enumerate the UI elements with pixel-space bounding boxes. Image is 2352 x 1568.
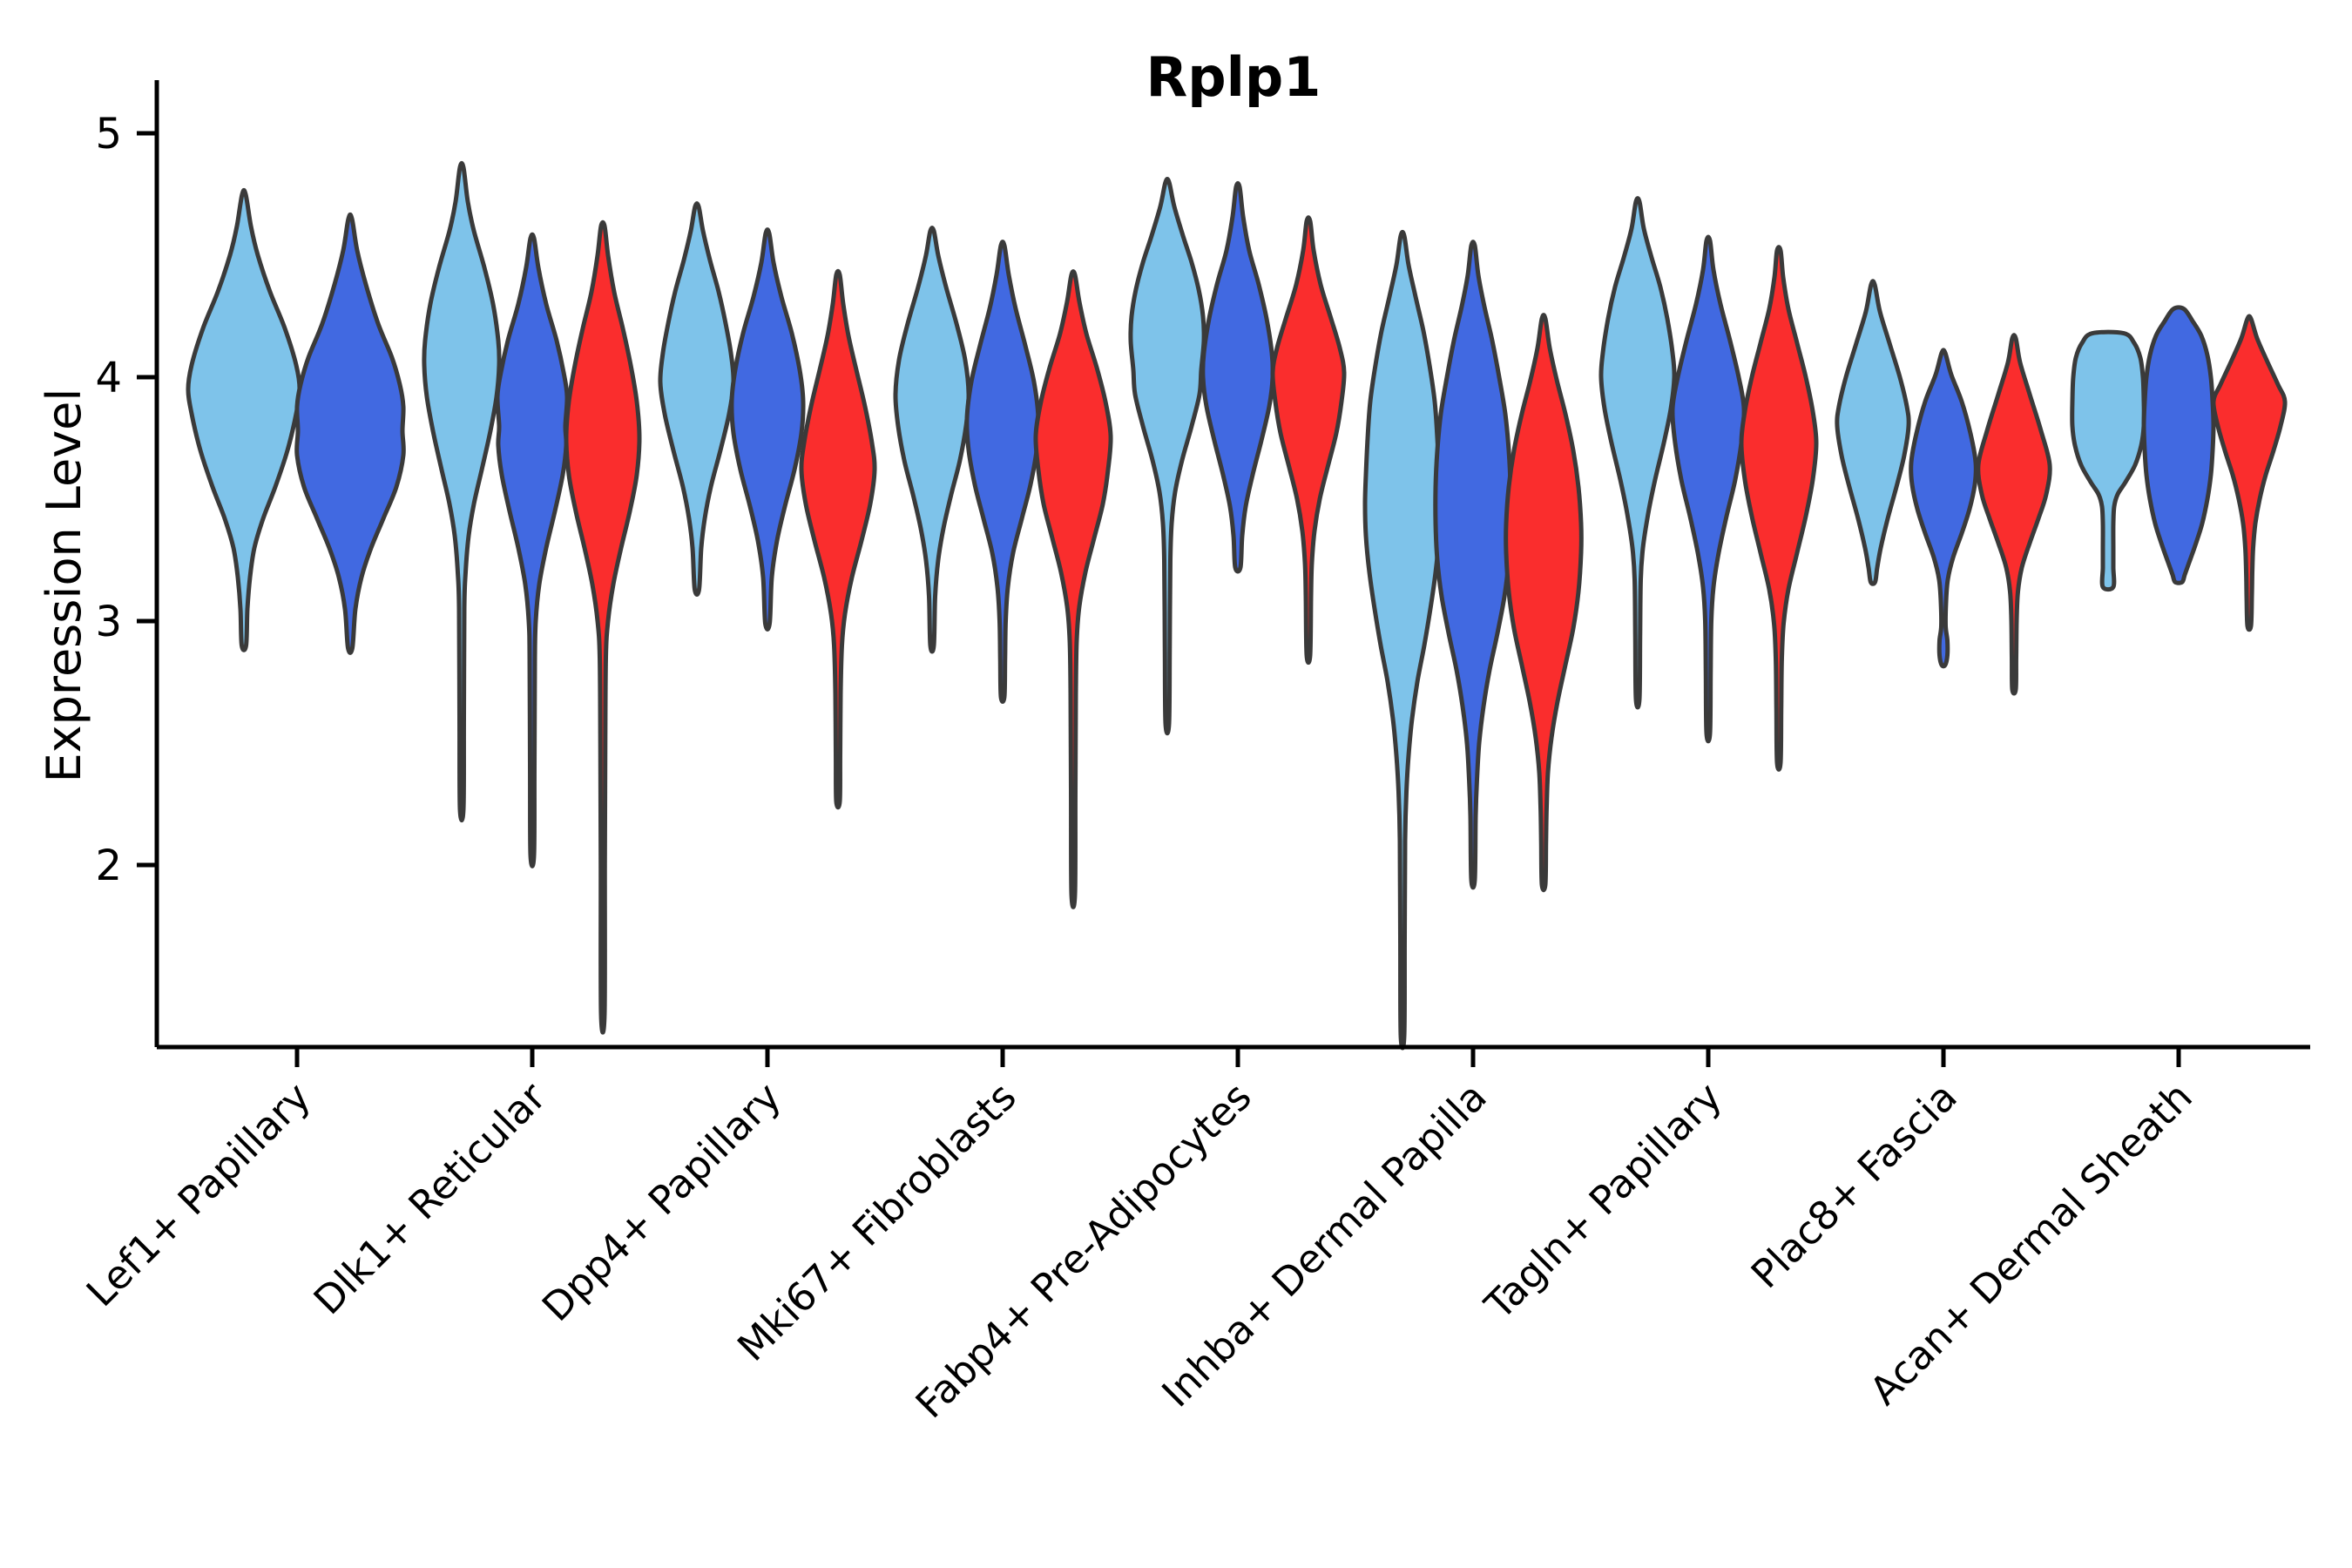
violin-fabp4-pre-adipocytes-group-1-skyblue <box>1128 176 1206 736</box>
violin-inhba-dermal-papilla-group-1-skyblue <box>1362 229 1443 1051</box>
violin-dpp4-papillary-group-3-red <box>799 268 877 810</box>
x-category-label-lef1-papillary: Lef1+ Papillary <box>78 1073 320 1315</box>
x-category-label-dpp4-papillary: Dpp4+ Papillary <box>533 1073 790 1330</box>
y-tick-label-2: 2 <box>95 841 122 890</box>
violin-tagln-papillary-group-1-skyblue <box>1598 196 1677 710</box>
violin-mki67-fibroblasts-group-1-skyblue <box>893 225 971 654</box>
violin-dlk1-reticular-group-3-red <box>564 220 642 1035</box>
x-category-label-tagln-papillary: Tagln+ Papillary <box>1476 1073 1731 1328</box>
x-category-label-dlk1-reticular: Dlk1+ Reticular <box>305 1073 555 1323</box>
violins-layer <box>186 160 2288 1051</box>
violin-mki67-fibroblasts-group-2-royalblue <box>964 240 1041 704</box>
violin-dpp4-papillary-group-1-skyblue <box>658 200 736 598</box>
y-tick-label-5: 5 <box>95 110 122 159</box>
y-tick-label-4: 4 <box>95 354 122 402</box>
y-ticks: 5 4 3 2 <box>95 110 157 890</box>
violin-tagln-papillary-group-3-red <box>1739 245 1819 772</box>
violin-fabp4-pre-adipocytes-group-2-royalblue <box>1200 180 1275 574</box>
violin-inhba-dermal-papilla-group-3-red <box>1504 313 1584 893</box>
violin-mki67-fibroblasts-group-3-red <box>1033 269 1113 909</box>
violin-acan-dermal-sheath-group-3-red <box>2211 314 2288 632</box>
y-axis-label: Expression Level <box>37 389 91 783</box>
violin-dlk1-reticular-group-2-royalblue <box>495 232 570 868</box>
x-category-label-plac8-fascia: Plac8+ Fascia <box>1742 1073 1966 1297</box>
violin-inhba-dermal-papilla-group-2-royalblue <box>1433 240 1513 890</box>
violin-plac8-fascia-group-2-royalblue <box>1909 348 1978 669</box>
y-tick-label-3: 3 <box>95 598 122 646</box>
violin-lef1-papillary-group-1-skyblue <box>186 187 302 652</box>
chart-title: Rplp1 <box>1146 45 1321 109</box>
violin-fabp4-pre-adipocytes-group-3-red <box>1270 215 1347 666</box>
violin-plac8-fascia-group-1-skyblue <box>1835 279 1911 586</box>
violin-tagln-papillary-group-2-royalblue <box>1670 234 1747 744</box>
violin-acan-dermal-sheath-group-1-skyblue <box>2070 329 2146 592</box>
violin-dlk1-reticular-group-1-skyblue <box>422 160 502 823</box>
violin-dpp4-papillary-group-2-royalblue <box>729 227 806 632</box>
violin-lef1-papillary-group-2-royalblue <box>294 212 406 655</box>
violin-acan-dermal-sheath-group-2-royalblue <box>2141 305 2216 585</box>
violin-plac8-fascia-group-3-red <box>1976 333 2052 696</box>
